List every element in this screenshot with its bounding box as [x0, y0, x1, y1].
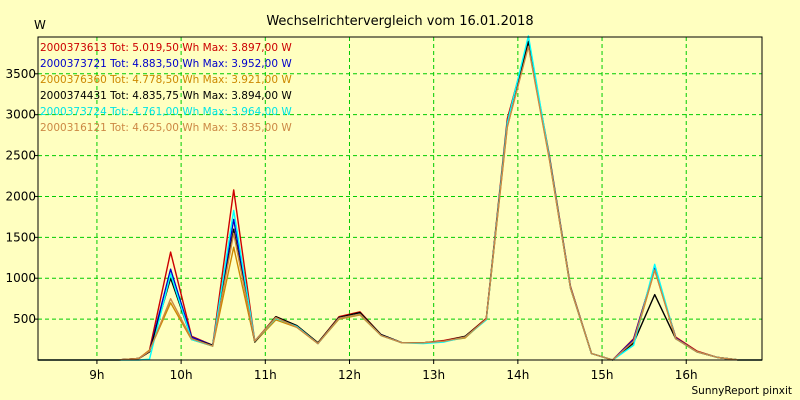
y-axis: 500 1000 1500 2000 2500 3000 3500: [5, 67, 38, 326]
legend-entry-2000374431: 2000374431 Tot: 4.835,75 Wh Max: 3.894,0…: [40, 90, 292, 102]
y-axis-label: W: [34, 18, 46, 32]
chart-title: Wechselrichtervergleich vom 16.01.2018: [266, 14, 533, 29]
y-tick-label: 1500: [5, 230, 36, 244]
x-axis: 9h 10h 11h 12h 13h 14h 15h 16h: [89, 360, 698, 382]
legend-entry-2000376360: 2000376360 Tot: 4.778,50 Wh Max: 3.921,0…: [40, 74, 292, 86]
x-tick-label: 9h: [89, 368, 104, 382]
x-tick-label: 10h: [170, 368, 193, 382]
x-tick-label: 14h: [506, 368, 529, 382]
legend-entry-2000316121: 2000316121 Tot: 4.625,00 Wh Max: 3.835,0…: [40, 122, 292, 134]
y-tick-label: 2000: [5, 189, 36, 203]
plot-frame: [37, 36, 763, 361]
legend: 2000373613 Tot: 5.019,50 Wh Max: 3.897,0…: [40, 42, 292, 134]
y-tick-label: 1000: [5, 271, 36, 285]
y-tick-label: 2500: [5, 149, 36, 163]
x-tick-label: 16h: [675, 368, 698, 382]
x-tick-label: 15h: [591, 368, 614, 382]
x-tick-label: 12h: [338, 368, 361, 382]
y-tick-label: 3000: [5, 108, 36, 122]
grid-lines: [38, 37, 762, 360]
legend-entry-2000373613: 2000373613 Tot: 5.019,50 Wh Max: 3.897,0…: [40, 42, 292, 54]
x-tick-label: 11h: [254, 368, 277, 382]
footer-credit: SunnyReport pinxit: [692, 385, 792, 397]
y-tick-label: 3500: [5, 67, 36, 81]
y-tick-label: 500: [13, 312, 36, 326]
x-tick-label: 13h: [422, 368, 445, 382]
legend-entry-2000373724: 2000373724 Tot: 4.761,00 Wh Max: 3.964,0…: [40, 106, 292, 118]
legend-entry-2000373721: 2000373721 Tot: 4.883,50 Wh Max: 3.952,0…: [40, 58, 292, 70]
series-lines: [38, 35, 762, 361]
series-line-2000316121: [38, 45, 762, 361]
